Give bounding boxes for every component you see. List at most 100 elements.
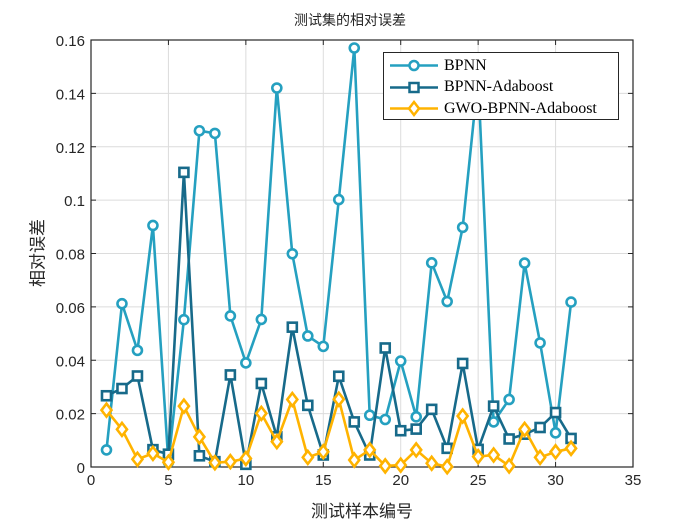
circle-marker: [286, 247, 299, 260]
diamond-marker: [502, 457, 516, 475]
circle-marker: [565, 296, 577, 308]
square-marker: [394, 424, 407, 437]
circle-marker: [332, 193, 345, 206]
diamond-marker: [223, 453, 238, 471]
plot-area: [99, 42, 578, 476]
diamond-marker: [409, 441, 423, 459]
diamond-marker: [440, 458, 454, 476]
square-marker: [286, 321, 299, 333]
diamond-marker: [425, 454, 439, 472]
square-marker: [131, 370, 144, 382]
circle-marker: [116, 297, 128, 310]
square-marker: [441, 442, 453, 455]
x-tick-label: 15: [315, 472, 332, 489]
diamond-marker: [270, 433, 284, 451]
diamond-marker: [161, 453, 176, 471]
circle-marker: [100, 444, 113, 456]
x-tick-label: 25: [470, 472, 487, 489]
diamond-marker: [301, 448, 315, 467]
square-marker: [456, 357, 469, 370]
circle-marker: [534, 337, 546, 349]
square-marker: [549, 406, 562, 419]
x-tick-label: 20: [392, 472, 409, 489]
circle-marker: [410, 411, 423, 423]
legend-item-bpnn: BPNN: [384, 55, 618, 77]
diamond-marker: [347, 451, 361, 469]
legend-label: BPNN-Adaboost: [444, 78, 554, 96]
diamond-marker: [471, 447, 485, 466]
y-tick-label: 0.12: [56, 140, 85, 157]
circle-marker: [441, 295, 453, 308]
circle-marker: [518, 257, 531, 269]
diamond-marker: [316, 443, 330, 461]
legend-label: GWO-BPNN-Adaboost: [444, 99, 597, 117]
circle-marker: [363, 409, 376, 422]
y-axis-label: 相对误差: [28, 219, 49, 287]
diamond-marker: [254, 404, 268, 422]
circle-marker: [147, 219, 159, 232]
diamond-marker: [363, 441, 377, 459]
y-tick-label: 0.06: [56, 300, 85, 317]
x-tick-label: 0: [87, 472, 95, 489]
diamond-marker: [548, 443, 563, 461]
y-tick-label: 0.02: [56, 407, 85, 424]
diamond-marker: [486, 446, 501, 464]
diamond-marker: [285, 390, 299, 409]
square-marker: [425, 403, 438, 416]
diamond-marker: [456, 407, 470, 425]
diamond-marker: [99, 401, 114, 419]
circle-marker: [425, 257, 438, 269]
circle-marker: [317, 340, 330, 353]
circle-marker: [255, 313, 268, 326]
chart-title: 测试集的相对误差: [294, 13, 406, 29]
x-tick-label: 30: [547, 472, 564, 489]
y-tick-label: 0.08: [56, 247, 85, 264]
diamond-marker: [177, 397, 191, 415]
circle-marker: [271, 82, 283, 94]
x-tick-label: 10: [238, 472, 255, 489]
square-marker: [487, 400, 500, 412]
legend-label: BPNN: [444, 56, 487, 74]
circle-marker: [379, 413, 392, 426]
circle-marker: [394, 355, 407, 367]
series-bpnn: [100, 42, 577, 468]
square-marker: [503, 433, 515, 445]
legend-item-gwo-bpnn-adaboost: GWO-BPNN-Adaboost: [384, 98, 618, 120]
square-marker-icon: [390, 81, 438, 93]
x-tick-label: 5: [164, 472, 172, 489]
square-marker: [116, 382, 128, 395]
square-marker: [301, 399, 314, 412]
diamond-marker: [533, 448, 547, 467]
square-marker: [379, 342, 392, 354]
diamond-marker: [130, 450, 145, 468]
square-marker: [224, 369, 237, 381]
diamond-marker: [332, 390, 346, 408]
diamond-marker: [239, 449, 253, 468]
diamond-marker: [208, 454, 222, 472]
diamond-marker: [378, 457, 392, 475]
square-marker: [178, 166, 190, 179]
circle-marker: [193, 124, 206, 137]
circle-marker: [209, 127, 221, 140]
circle-marker: [224, 310, 237, 322]
legend-item-bpnn-adaboost: BPNN-Adaboost: [384, 77, 618, 99]
diamond-marker: [394, 456, 408, 474]
x-tick-label: 35: [625, 472, 642, 489]
square-marker: [410, 423, 423, 435]
circle-marker: [131, 344, 144, 357]
y-tick-label: 0.14: [56, 86, 85, 103]
series-gwo-bpnn-adaboost: [99, 390, 578, 476]
legend: BPNN BPNN-Adaboost GWO-BPNN-Adaboost: [383, 52, 619, 120]
circle-marker-icon: [390, 60, 438, 72]
square-marker: [534, 421, 546, 434]
circle-marker: [456, 221, 469, 234]
circle-marker: [549, 427, 562, 439]
circle-marker: [240, 357, 252, 369]
square-marker: [255, 377, 268, 390]
circle-marker: [178, 313, 190, 326]
x-axis-label: 测试样本编号: [311, 502, 413, 522]
diamond-marker-icon: [390, 100, 438, 118]
circle-marker: [348, 42, 361, 54]
square-marker: [193, 449, 206, 462]
y-tick-label: 0: [77, 460, 85, 477]
